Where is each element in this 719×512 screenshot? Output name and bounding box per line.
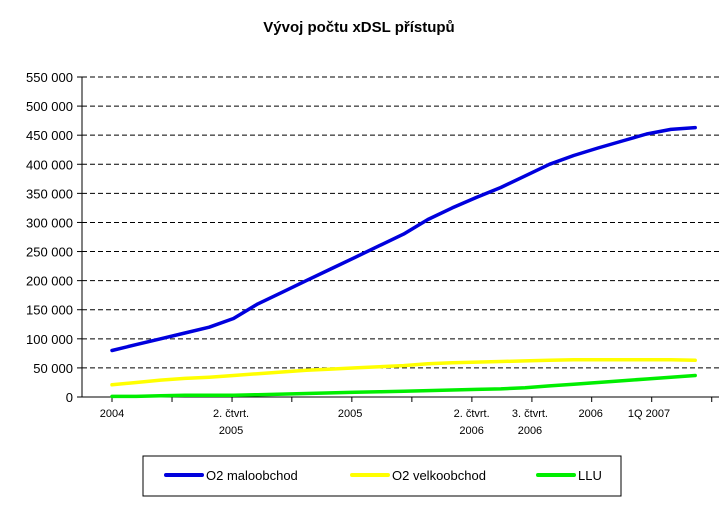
x-tick-label-line: 3. čtvrt. <box>512 408 548 420</box>
x-tick-label-line: 2005 <box>338 408 362 420</box>
legend-label: O2 maloobchod <box>206 468 298 483</box>
x-tick-label: 2004 <box>100 408 124 420</box>
x-tick-label: 1Q 2007 <box>628 408 670 420</box>
y-tick-label: 550 000 <box>26 70 73 85</box>
y-tick-label: 450 000 <box>26 128 73 143</box>
legend-label: O2 velkoobchod <box>392 468 486 483</box>
x-tick-label-line: 2. čtvrt. <box>454 408 490 420</box>
y-tick-label: 400 000 <box>26 157 73 172</box>
series-line <box>110 125 697 353</box>
x-tick-label-line: 2006 <box>578 408 602 420</box>
x-tick-label-line: 2006 <box>459 425 483 437</box>
y-tick-label: 50 000 <box>33 361 73 376</box>
x-tick-label: 2. čtvrt. 2006 <box>454 408 490 437</box>
series-lines <box>110 125 697 399</box>
series-line <box>110 358 697 387</box>
y-tick-label: 100 000 <box>26 332 73 347</box>
y-tick-label: 300 000 <box>26 215 73 230</box>
x-tick-label-line: 2004 <box>100 408 124 420</box>
x-tick-label-line: 1Q 2007 <box>628 408 670 420</box>
x-tick-label: 2. čtvrt. 2005 <box>213 408 249 437</box>
y-tick-label: 500 000 <box>26 99 73 114</box>
grid <box>82 76 719 369</box>
y-tick-label: 250 000 <box>26 245 73 260</box>
y-tick-label: 350 000 <box>26 186 73 201</box>
y-axis-ticks: 0 50 000 100 000 150 000 200 000 250 000 300 0… <box>26 70 82 405</box>
x-tick-label: 2006 <box>578 408 602 420</box>
y-tick-label: 150 000 <box>26 303 73 318</box>
y-tick-label: 200 000 <box>26 274 73 289</box>
legend-label: LLU <box>578 468 602 483</box>
y-tick-label: 0 <box>66 390 73 405</box>
x-tick-label: 3. čtvrt. 2006 <box>512 408 548 437</box>
chart-title: Vývoj počtu xDSL přístupů <box>263 19 454 36</box>
x-tick-label: 2005 <box>338 408 362 420</box>
x-tick-label-line: 2005 <box>219 425 243 437</box>
legend: O2 maloobchod O2 velkoobchod LLU <box>142 455 622 497</box>
series-line <box>110 373 697 399</box>
x-tick-label-line: 2. čtvrt. <box>213 408 249 420</box>
x-tick-label-line: 2006 <box>518 425 542 437</box>
